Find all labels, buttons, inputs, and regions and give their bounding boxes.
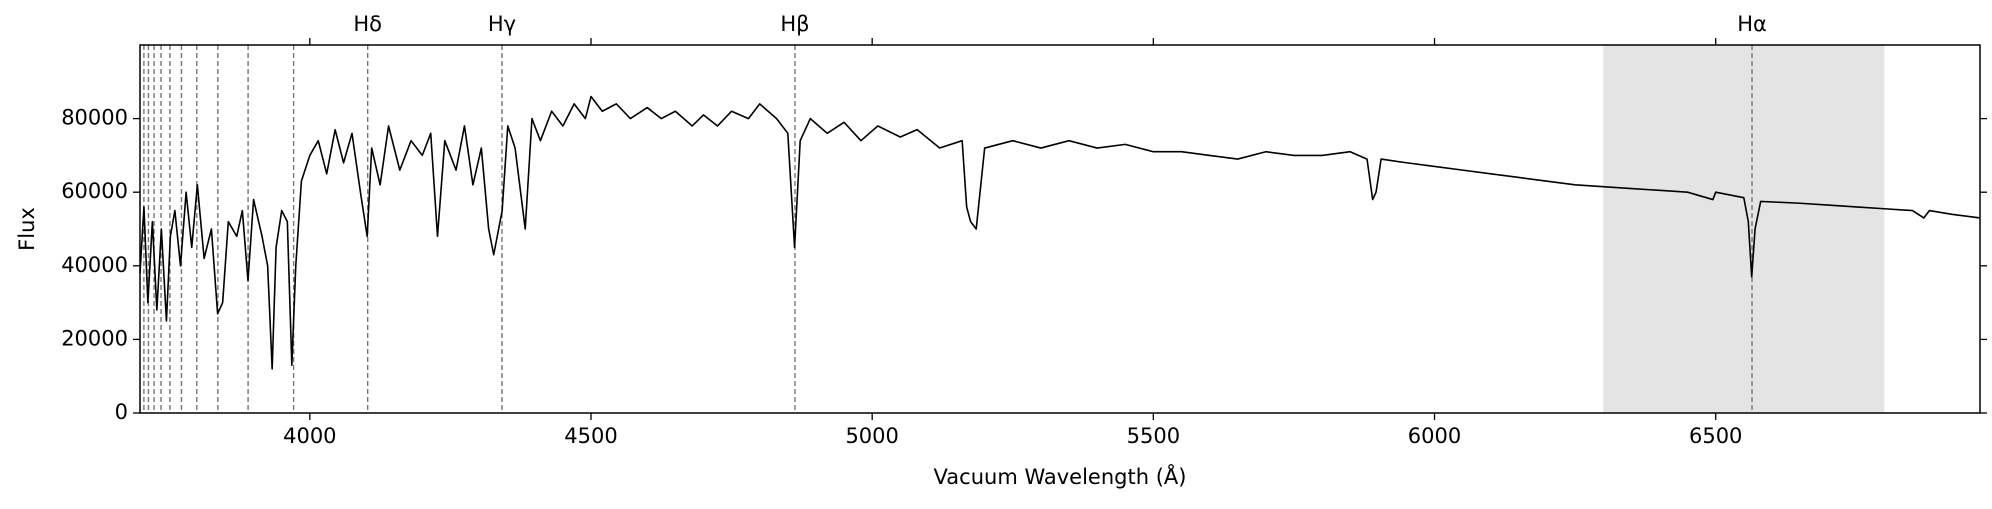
y-tick-label: 0	[115, 400, 128, 424]
x-tick-label: 4500	[564, 424, 617, 448]
reference-line-label: Hγ	[488, 12, 516, 36]
y-tick-label: 60000	[61, 179, 128, 203]
x-tick-label: 5500	[1127, 424, 1180, 448]
shaded-region	[1603, 45, 1885, 413]
plot-frame	[139, 44, 1981, 414]
reference-line-label: Hα	[1737, 12, 1767, 36]
x-tick-label: 4000	[283, 424, 336, 448]
reference-line-label: Hβ	[780, 12, 809, 36]
x-tick-label: 6000	[1408, 424, 1461, 448]
x-tick-label: 5000	[845, 424, 898, 448]
y-tick-label: 40000	[61, 253, 128, 277]
y-tick-label: 80000	[61, 106, 128, 130]
y-axis-label: Flux	[15, 207, 39, 251]
x-axis-label: Vacuum Wavelength (Å)	[934, 463, 1187, 489]
y-tick-label: 20000	[61, 326, 128, 350]
spectrum-line	[139, 95, 1981, 370]
x-tick-label: 6500	[1689, 424, 1742, 448]
reference-line-label: Hδ	[353, 12, 382, 36]
